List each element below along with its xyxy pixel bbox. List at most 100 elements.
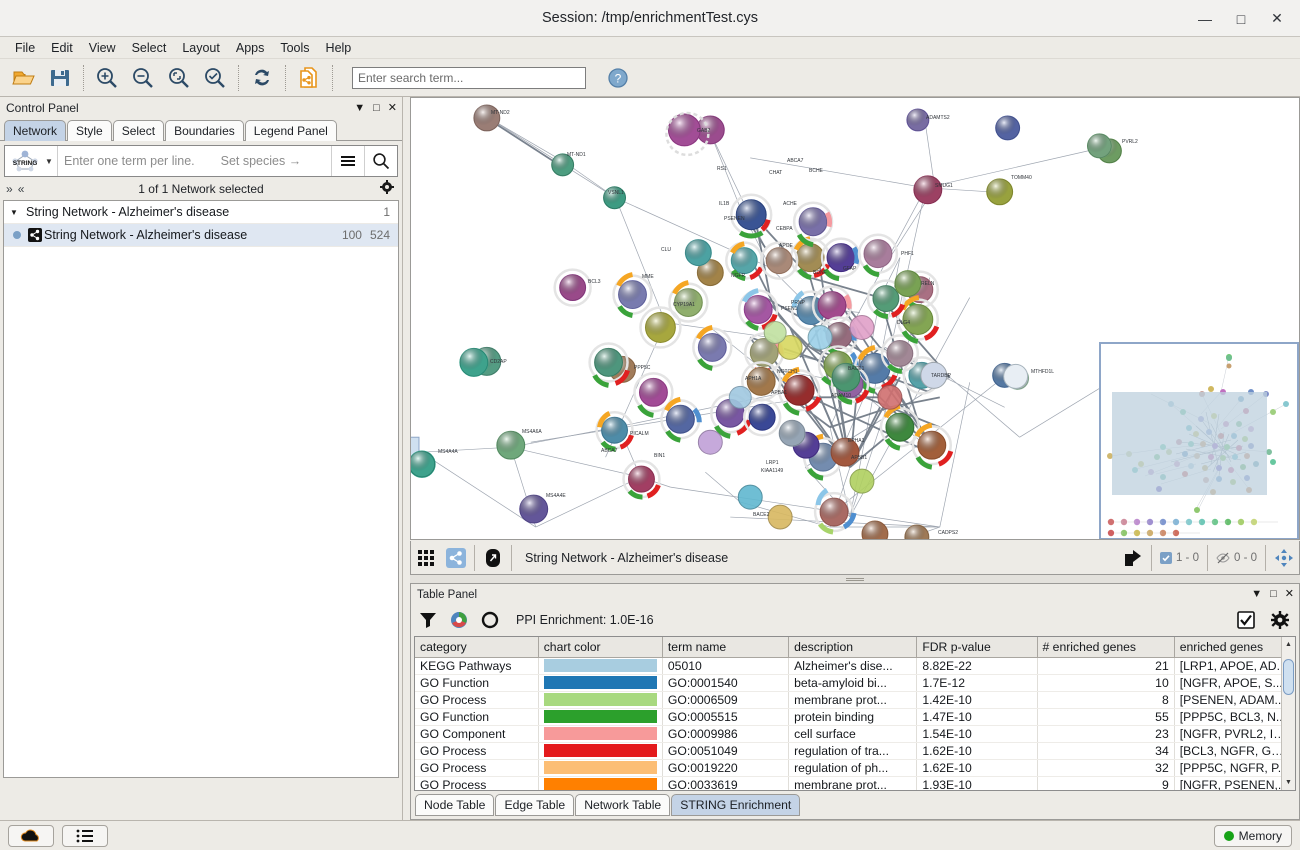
string-species-caret-icon[interactable]: ▼: [45, 156, 53, 166]
refresh-icon[interactable]: [244, 61, 280, 95]
zoom-fit-icon[interactable]: [161, 61, 197, 95]
tab-node-table[interactable]: Node Table: [415, 794, 495, 816]
tree-edge-count: 524: [369, 228, 390, 242]
tab-network-table[interactable]: Network Table: [575, 794, 671, 816]
panel-splitter[interactable]: [410, 575, 1300, 583]
network-graph[interactable]: [411, 98, 1299, 540]
table-row[interactable]: GO Process GO:0033619 membrane prot... 1.93…: [415, 776, 1295, 790]
control-panel-float-icon[interactable]: □: [373, 101, 380, 114]
node-label-bace1: BACE1: [848, 366, 865, 372]
cell-chart-color: [538, 691, 663, 709]
tab-boundaries[interactable]: Boundaries: [165, 120, 244, 141]
menu-help[interactable]: Help: [325, 40, 352, 55]
scroll-down-icon[interactable]: ▼: [1285, 779, 1292, 786]
tab-edge-table[interactable]: Edge Table: [495, 794, 575, 816]
close-icon[interactable]: ✕: [1271, 10, 1283, 26]
node-label-bche: BCHE: [809, 168, 823, 174]
menu-tools[interactable]: Tools: [280, 40, 310, 55]
col-category[interactable]: category: [415, 637, 539, 658]
menu-layout[interactable]: Layout: [182, 40, 220, 55]
table-row[interactable]: KEGG Pathways 05010 Alzheimer's dise... 8.8…: [415, 657, 1295, 675]
tree-row-network[interactable]: String Network - Alzheimer's disease 100…: [4, 224, 398, 247]
export-image-icon[interactable]: [478, 543, 508, 573]
share-document-icon[interactable]: [291, 61, 327, 95]
svg-text:?: ?: [615, 71, 622, 85]
donut-chart-icon[interactable]: [479, 608, 501, 632]
collapse-all-icon[interactable]: »: [6, 181, 13, 196]
table-row[interactable]: GO Function GO:0001540 beta-amyloid bi... 1…: [415, 674, 1295, 692]
hidden-nodes-count: 0 - 0: [1211, 552, 1262, 564]
zoom-out-icon[interactable]: [125, 61, 161, 95]
table-row[interactable]: GO Process GO:0006509 membrane prot... 1.42…: [415, 691, 1295, 709]
memory-status-button[interactable]: Memory: [1213, 824, 1292, 847]
col-description[interactable]: description: [788, 637, 918, 658]
table-vertical-scrollbar[interactable]: ▲ ▼: [1281, 637, 1295, 790]
color-wheel-icon[interactable]: [448, 608, 470, 632]
save-icon[interactable]: [42, 61, 78, 95]
node-label-adam10: ADAM10: [831, 393, 852, 399]
col-enriched-count[interactable]: # enriched genes: [1037, 637, 1175, 658]
table-panel-dropdown-icon[interactable]: ▼: [1251, 588, 1263, 600]
control-panel-dropdown-icon[interactable]: ▼: [354, 101, 366, 114]
col-term-name[interactable]: term name: [662, 637, 790, 658]
navigator-viewport[interactable]: [1112, 392, 1267, 495]
set-species-link[interactable]: Set species →: [220, 154, 302, 168]
menu-view[interactable]: View: [88, 40, 116, 55]
scrollbar-thumb[interactable]: [1283, 659, 1294, 695]
cloud-icon[interactable]: [8, 824, 54, 847]
node-label-ache: ACHE: [783, 201, 797, 207]
tab-string-enrichment[interactable]: STRING Enrichment: [671, 794, 801, 816]
network-view[interactable]: MT-ND2 MT-ND1 VSNL1 GAB2 RS1 IL1B CLU MM…: [410, 97, 1300, 540]
enrichment-table-wrapper[interactable]: category chart color term name descripti…: [414, 636, 1296, 791]
menu-file[interactable]: File: [15, 40, 36, 55]
tab-network[interactable]: Network: [4, 120, 67, 141]
control-panel-close-icon[interactable]: ✕: [387, 101, 397, 114]
table-row[interactable]: GO Component GO:0009986 cell surface 1.54E-…: [415, 725, 1295, 743]
col-enriched-genes[interactable]: enriched genes: [1174, 637, 1295, 658]
cell-term-name: GO:0019220: [662, 759, 790, 777]
search-icon[interactable]: [365, 146, 397, 176]
grid-layout-icon[interactable]: [411, 543, 441, 573]
table-panel-float-icon[interactable]: □: [1270, 588, 1277, 600]
node-label-rs1: RS1: [717, 166, 727, 172]
help-icon[interactable]: ?: [600, 61, 636, 95]
maximize-icon[interactable]: □: [1236, 10, 1246, 27]
zoom-in-icon[interactable]: [89, 61, 125, 95]
chevron-down-icon[interactable]: ▼: [10, 207, 18, 217]
share-network-icon[interactable]: [441, 543, 471, 573]
search-input[interactable]: Enter search term...: [352, 66, 586, 89]
col-fdr-pvalue[interactable]: FDR p-value: [916, 637, 1038, 658]
fit-content-icon[interactable]: [1269, 543, 1299, 573]
table-row[interactable]: GO Function GO:0005515 protein binding 1.47…: [415, 708, 1295, 726]
gear-icon[interactable]: [1269, 608, 1291, 632]
open-folder-icon[interactable]: [6, 61, 42, 95]
divider: [331, 146, 332, 176]
list-icon[interactable]: [62, 824, 108, 847]
table-row[interactable]: GO Process GO:0051049 regulation of tra...…: [415, 742, 1295, 760]
string-options-icon[interactable]: [332, 146, 364, 176]
filter-icon[interactable]: [417, 608, 439, 632]
checkbox-icon[interactable]: [1235, 608, 1257, 632]
scroll-up-icon[interactable]: ▲: [1285, 641, 1292, 648]
network-settings-gear-icon[interactable]: [380, 180, 394, 197]
tree-row-root[interactable]: ▼ String Network - Alzheimer's disease 1: [4, 201, 398, 224]
expand-all-icon[interactable]: «: [17, 181, 25, 196]
table-row[interactable]: GO Process GO:0019220 regulation of ph... 1…: [415, 759, 1295, 777]
string-term-input[interactable]: Enter one term per line. Set species →: [58, 154, 331, 168]
table-panel-close-icon[interactable]: ✕: [1284, 588, 1294, 600]
zoom-selected-icon[interactable]: [197, 61, 233, 95]
col-chart-color[interactable]: chart color: [538, 637, 663, 658]
menu-edit[interactable]: Edit: [51, 40, 73, 55]
tab-select[interactable]: Select: [112, 120, 165, 141]
minimize-icon[interactable]: —: [1198, 10, 1212, 27]
selected-nodes-value: 1 - 0: [1175, 551, 1199, 564]
network-navigator[interactable]: [1099, 342, 1299, 539]
tab-legend-panel[interactable]: Legend Panel: [244, 120, 337, 141]
menu-select[interactable]: Select: [131, 40, 167, 55]
cell-enriched-count: 23: [1037, 725, 1175, 743]
string-logo-icon[interactable]: STRING: [5, 146, 45, 176]
export-arrow-icon[interactable]: [1118, 543, 1148, 573]
cell-category: GO Function: [415, 674, 539, 692]
menu-apps[interactable]: Apps: [235, 40, 265, 55]
tab-style[interactable]: Style: [67, 120, 112, 141]
